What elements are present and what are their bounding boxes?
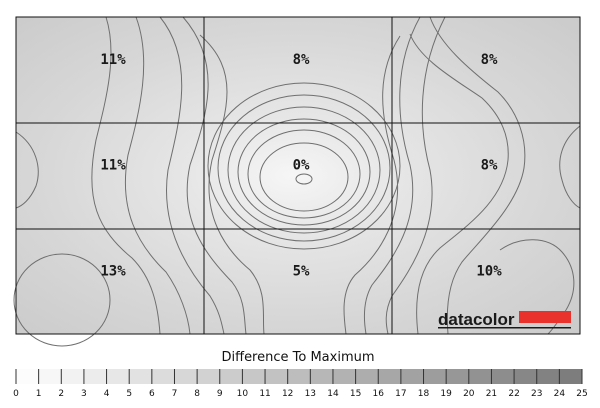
contour-bottom-left [13, 253, 111, 347]
legend-swatch [242, 369, 266, 384]
legend-tick-label: 5 [126, 389, 132, 399]
legend-tick-label: 9 [217, 389, 223, 399]
legend-tick-label: 3 [81, 389, 87, 399]
contour-center-9 [182, 16, 421, 335]
legend-tick-label: 15 [350, 389, 361, 399]
contour-center-10 [159, 16, 446, 335]
contour-right-1 [559, 125, 581, 209]
contour-left-2 [91, 16, 161, 335]
legend-swatch [332, 369, 357, 384]
cell-label-r0-c0: 11% [100, 52, 126, 68]
plot-border [15, 16, 581, 335]
legend-swatch [536, 369, 560, 384]
contour-center-2 [259, 142, 349, 212]
legend-swatch [265, 369, 289, 384]
legend-tick-label: 16 [373, 389, 385, 399]
legend-tick-label: 7 [172, 389, 178, 399]
legend-tick-label: 21 [486, 389, 497, 399]
brand-underline [438, 327, 571, 329]
contour-left-1 [15, 131, 39, 209]
cell-label-r2-c2: 10% [476, 263, 502, 279]
legend-swatch [423, 369, 447, 384]
cell-label-r1-c0: 11% [100, 158, 126, 174]
legend-tick-label: 13 [305, 389, 316, 399]
cell-labels: 11% 8% 8% 11% 0% 8% 13% 5% 10% [100, 52, 502, 279]
legend-swatch [61, 369, 85, 384]
legend-tick-label: 12 [282, 389, 293, 399]
contour-center-8 [199, 34, 401, 335]
contour-right-4 [499, 239, 575, 335]
legend-swatch [106, 369, 130, 384]
contour-center-4 [237, 118, 371, 226]
contour-center-3 [247, 129, 361, 219]
legend-tick-label: 14 [327, 389, 339, 399]
contour-right-2 [409, 33, 509, 335]
legend-tick-label: 0 [13, 389, 19, 399]
contour-center-7 [207, 82, 401, 250]
legend-scale: 0 1 2 3 4 5 6 7 8 9 10 11 12 13 14 15 16 17 18 19 20 21 22 23 24… [13, 369, 588, 399]
cell-label-r0-c2: 8% [481, 52, 498, 68]
legend-tick-label: 18 [418, 389, 430, 399]
legend-swatch [446, 369, 470, 384]
contour-center-5 [227, 106, 381, 234]
legend-swatch [219, 369, 243, 384]
legend-title: Difference To Maximum [221, 350, 374, 365]
brand-name: datacolor [438, 310, 515, 329]
legend-swatch [514, 369, 538, 384]
legend-tick-label: 10 [237, 389, 249, 399]
legend-tick-label: 17 [395, 389, 406, 399]
grid-lines [15, 16, 581, 335]
legend-swatch [310, 369, 334, 384]
legend-swatch [83, 369, 108, 384]
cell-label-r2-c1: 5% [293, 263, 310, 279]
cell-label-r2-c0: 13% [100, 263, 126, 279]
legend-tick-label: 23 [531, 389, 542, 399]
legend-swatch [287, 369, 311, 384]
legend-swatch [129, 369, 153, 384]
contour-lines [13, 16, 581, 347]
legend-swatch [378, 369, 402, 384]
datacolor-logo: datacolor [438, 310, 571, 329]
legend-swatch [38, 369, 62, 384]
legend-swatch [16, 369, 40, 384]
legend-tick-label: 11 [259, 389, 270, 399]
legend-swatch [559, 369, 583, 384]
legend-swatch [151, 369, 175, 384]
legend-swatch [468, 369, 492, 384]
legend-tick-label: 25 [576, 389, 587, 399]
legend-swatch [174, 369, 198, 384]
contour-center-6 [217, 94, 391, 242]
legend-swatch [355, 369, 379, 384]
cell-label-r0-c1: 8% [293, 52, 310, 68]
legend-tick-label: 1 [36, 389, 42, 399]
legend-tick-label: 8 [194, 389, 200, 399]
legend-tick-label: 22 [508, 389, 519, 399]
legend-tick-label: 2 [58, 389, 64, 399]
legend-tick-label: 24 [554, 389, 566, 399]
legend-swatch [491, 369, 515, 384]
legend-tick-label: 4 [104, 389, 110, 399]
cell-label-r1-c1: 0% [293, 158, 310, 174]
legend-tick-label: 19 [440, 389, 452, 399]
contour-left-3 [124, 16, 191, 335]
brand-bar [519, 311, 571, 323]
cell-label-r1-c2: 8% [481, 158, 498, 174]
legend-swatch [400, 369, 425, 384]
legend-tick-label: 20 [463, 389, 475, 399]
legend-swatch [197, 369, 221, 384]
contour-right-3 [429, 16, 526, 335]
contour-center-1 [295, 173, 313, 185]
legend-tick-label: 6 [149, 389, 155, 399]
